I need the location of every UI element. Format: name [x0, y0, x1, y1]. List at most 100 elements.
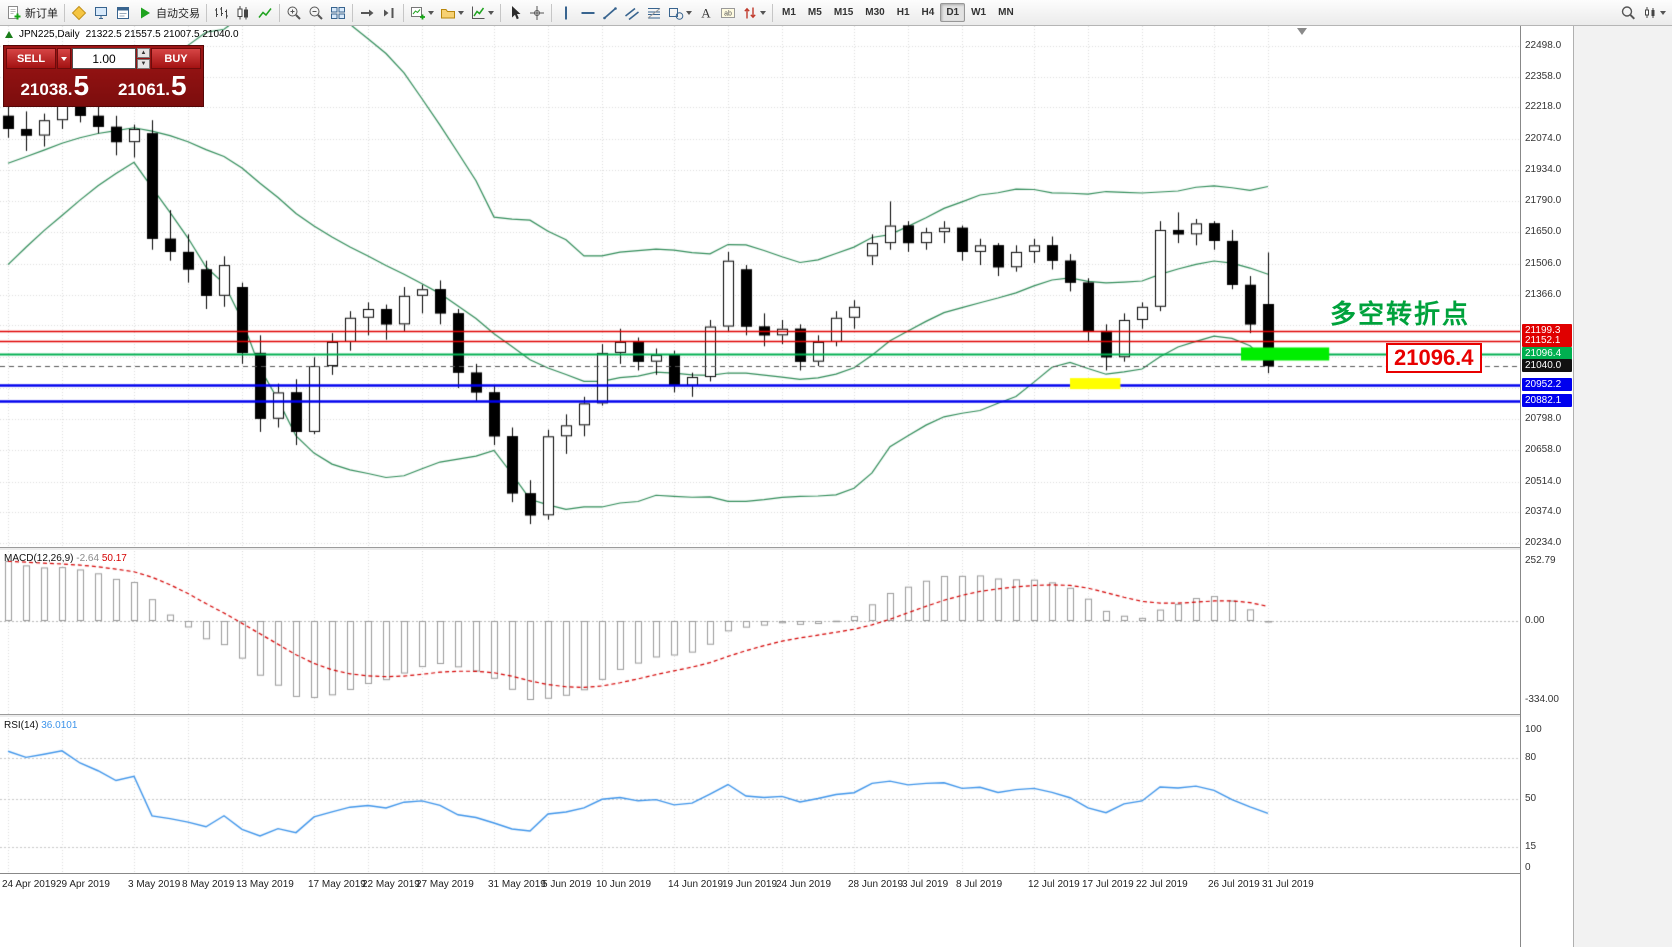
price-axis-label: 22218.0 — [1525, 101, 1562, 113]
timeframe-button-d1[interactable]: D1 — [940, 3, 966, 22]
trendline-icon — [602, 5, 618, 21]
symbol-title: JPN225,Daily — [19, 29, 80, 40]
shapes-button[interactable] — [665, 2, 695, 24]
price-axis-label: 20658.0 — [1525, 443, 1562, 455]
timeframe-button-w1[interactable]: W1 — [965, 3, 992, 22]
auto-scroll-button[interactable] — [356, 2, 378, 24]
candlestick-icon — [235, 5, 251, 21]
tile-windows-icon — [330, 5, 346, 21]
buy-price[interactable]: 21061. 5 — [104, 70, 202, 104]
sell-price[interactable]: 21038. 5 — [6, 70, 104, 104]
volume-input[interactable] — [72, 48, 136, 69]
metaeditor-button[interactable] — [68, 2, 90, 24]
new-order-button[interactable]: 新订单 — [3, 2, 61, 24]
date-axis-label: 3 May 2019 — [128, 879, 181, 890]
play-icon — [137, 5, 153, 21]
price-axis[interactable]: 22498.0 22358.0 22218.0 22074.0 21934.0 21790… — [1520, 26, 1573, 947]
fibonacci-icon — [646, 5, 662, 21]
price-axis-label: 21366.0 — [1525, 288, 1562, 300]
price-axis-label: 20798.0 — [1525, 413, 1562, 425]
cursor-button[interactable] — [504, 2, 526, 24]
timeframe-button-m15[interactable]: M15 — [828, 3, 859, 22]
price-axis-label: 21506.0 — [1525, 257, 1562, 269]
indicator-axis-label: -334.00 — [1525, 694, 1559, 705]
mini-candlestick-icon — [1642, 5, 1658, 21]
timeframe-button-m30[interactable]: M30 — [859, 3, 890, 22]
chart-shift-button[interactable] — [378, 2, 400, 24]
text-label-button[interactable]: ab — [717, 2, 739, 24]
chart-plot-column: JPN225,Daily 21322.5 21557.5 21007.5 210… — [0, 26, 1520, 947]
chart-shift-marker[interactable] — [1297, 28, 1307, 35]
timeframe-button-m1[interactable]: M1 — [776, 3, 802, 22]
price-axis-label: 20514.0 — [1525, 475, 1562, 487]
zoom-out-button[interactable] — [305, 2, 327, 24]
order-options-button[interactable] — [57, 48, 71, 69]
chevron-down-icon — [760, 10, 766, 15]
toolbar-separator — [551, 3, 552, 22]
buy-price-main: 21061. — [117, 80, 170, 99]
macd-label: MACD(12,26,9) -2.64 50.17 — [4, 553, 127, 564]
monitor-icon — [93, 5, 109, 21]
main-chart-canvas[interactable] — [0, 26, 1520, 547]
text-button[interactable]: A — [695, 2, 717, 24]
vertical-line-button[interactable] — [555, 2, 577, 24]
autotrading-button[interactable]: 自动交易 — [134, 2, 203, 24]
chart-selector-button[interactable] — [1639, 2, 1669, 24]
time-axis[interactable]: 24 Apr 2019 29 Apr 2019 3 May 2019 8 May 20… — [0, 873, 1520, 898]
indicators-button[interactable] — [467, 2, 497, 24]
crosshair-button[interactable] — [526, 2, 548, 24]
line-chart-button[interactable] — [254, 2, 276, 24]
horizontal-line-button[interactable] — [577, 2, 599, 24]
indicator-axis-label: 0 — [1525, 862, 1531, 873]
timeframe-button-mn[interactable]: MN — [992, 3, 1020, 22]
sell-button[interactable]: SELL — [6, 48, 56, 69]
channel-icon — [624, 5, 640, 21]
indicator-axis-label: 0.00 — [1525, 615, 1545, 626]
indicator-axis-label: 252.79 — [1525, 555, 1556, 566]
date-axis-label: 8 May 2019 — [182, 879, 235, 890]
timeframe-button-m5[interactable]: M5 — [802, 3, 828, 22]
candlestick-chart-button[interactable] — [232, 2, 254, 24]
date-axis-label: 19 Jun 2019 — [722, 879, 778, 890]
autotrading-label: 自动交易 — [156, 7, 200, 20]
panel-splitter[interactable] — [0, 714, 1520, 718]
macd-panel: MACD(12,26,9) -2.64 50.17 — [0, 551, 1520, 714]
window-gutter — [1573, 26, 1672, 947]
date-axis-label: 12 Jul 2019 — [1028, 879, 1080, 890]
channel-button[interactable] — [621, 2, 643, 24]
navigator-button[interactable] — [90, 2, 112, 24]
vertical-line-icon — [558, 5, 574, 21]
timeframe-button-h1[interactable]: H1 — [891, 3, 916, 22]
tile-windows-button[interactable] — [327, 2, 349, 24]
price-axis-label: 21790.0 — [1525, 195, 1562, 207]
new-chart-button[interactable] — [407, 2, 437, 24]
toolbar-separator — [352, 3, 353, 22]
timeframe-button-h4[interactable]: H4 — [916, 3, 941, 22]
price-tag: 21199.3 — [1522, 324, 1572, 338]
terminal-button[interactable] — [112, 2, 134, 24]
profiles-button[interactable] — [437, 2, 467, 24]
fibonacci-button[interactable] — [643, 2, 665, 24]
volume-decrease-button[interactable]: ▼ — [137, 59, 150, 69]
bar-chart-icon — [213, 5, 229, 21]
date-axis-label: 14 Jun 2019 — [668, 879, 724, 890]
panel-splitter[interactable] — [0, 547, 1520, 551]
macd-canvas[interactable] — [0, 551, 1520, 714]
rsi-name: RSI(14) — [4, 720, 39, 731]
zoom-in-button[interactable] — [283, 2, 305, 24]
bar-chart-button[interactable] — [210, 2, 232, 24]
price-tag: 21152.1 — [1522, 334, 1572, 348]
search-button[interactable] — [1617, 2, 1639, 24]
trendline-button[interactable] — [599, 2, 621, 24]
volume-increase-button[interactable]: ▲ — [137, 48, 150, 58]
rsi-canvas[interactable] — [0, 718, 1520, 873]
date-axis-label: 17 Jul 2019 — [1082, 879, 1134, 890]
arrows-button[interactable] — [739, 2, 769, 24]
new-chart-icon — [410, 5, 426, 21]
date-axis-label: 26 Jul 2019 — [1208, 879, 1260, 890]
chevron-down-icon — [488, 10, 494, 15]
buy-button[interactable]: BUY — [151, 48, 201, 69]
price-axis-label: 21650.0 — [1525, 226, 1562, 238]
folder-icon — [440, 5, 456, 21]
